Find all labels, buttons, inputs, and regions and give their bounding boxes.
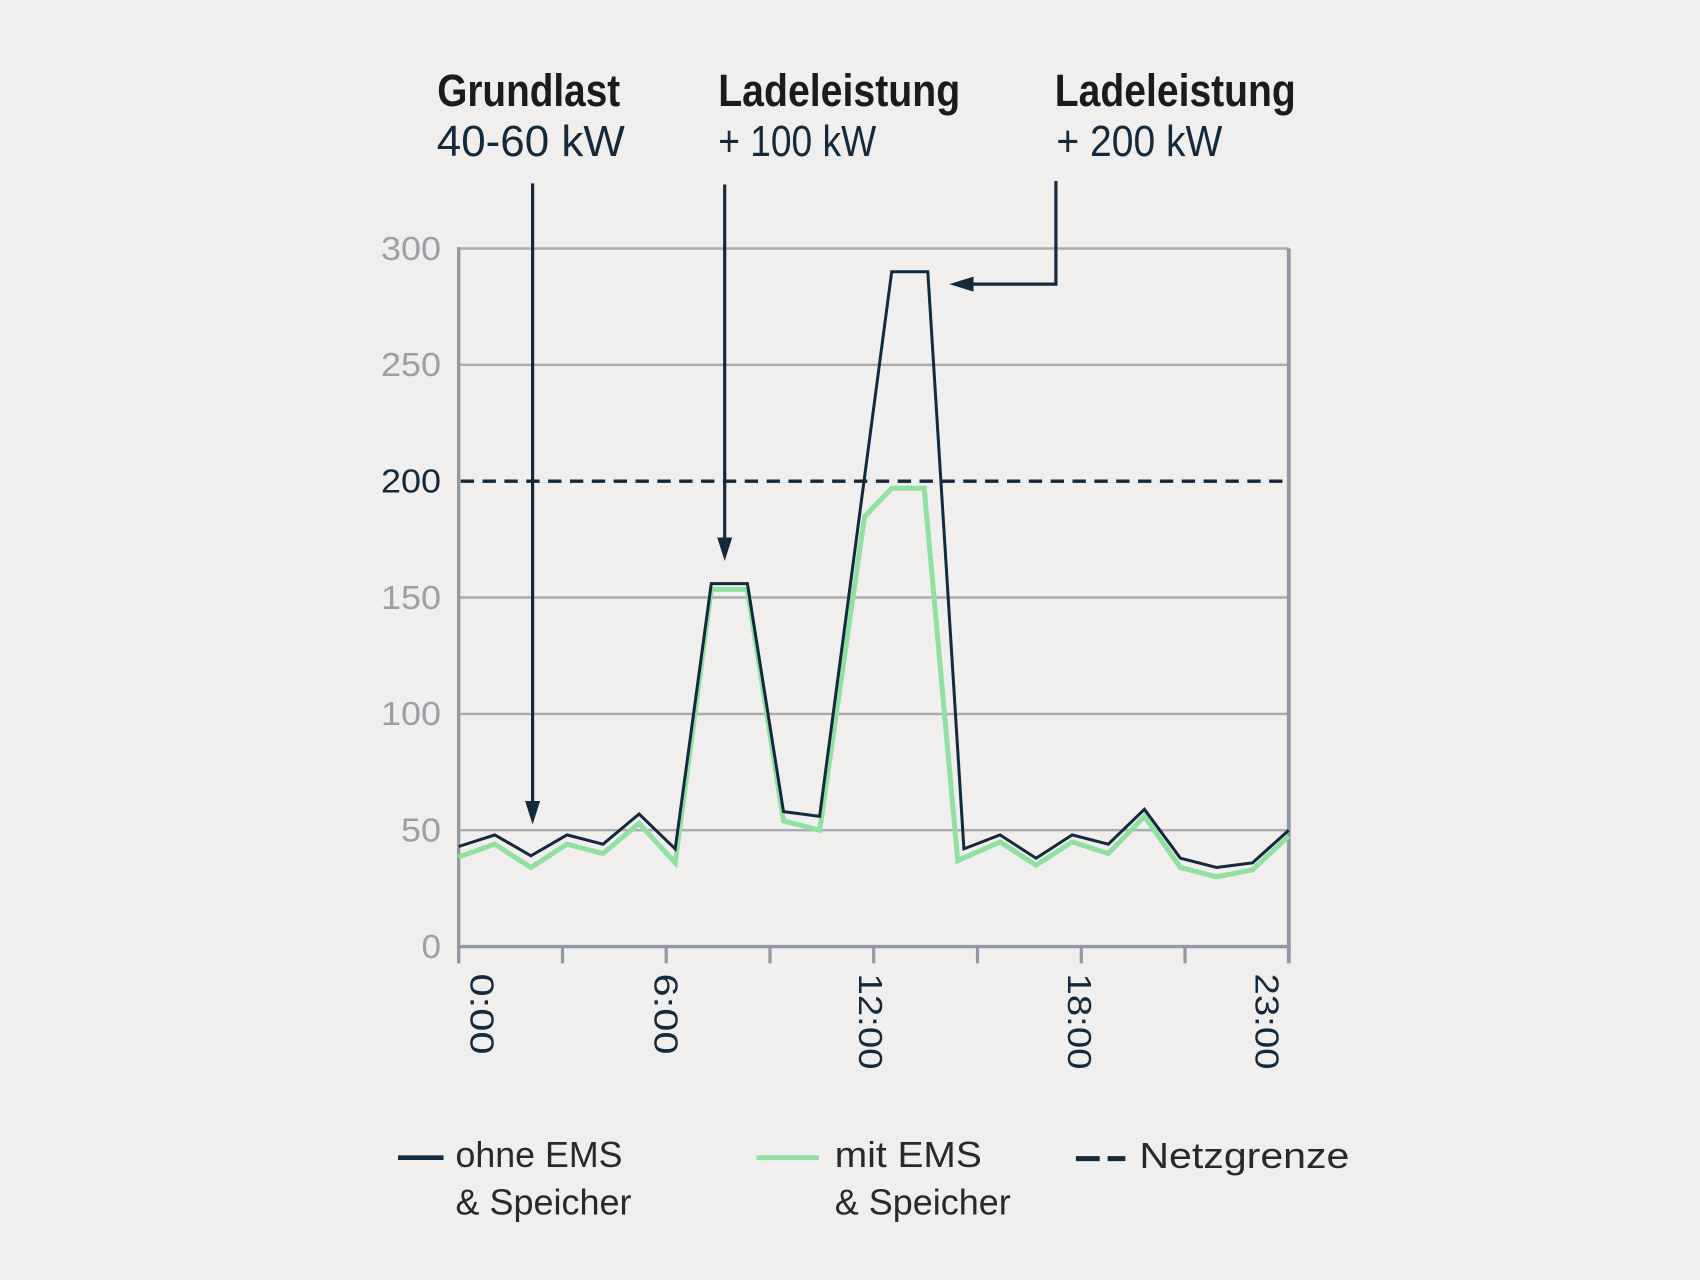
svg-text:Ladeleistung: Ladeleistung [1055, 65, 1296, 116]
svg-text:Netzgrenze: Netzgrenze [1139, 1135, 1349, 1176]
svg-text:23:00: 23:00 [1249, 974, 1286, 1070]
svg-text:ohne EMS: ohne EMS [456, 1134, 623, 1175]
svg-text:0: 0 [422, 928, 442, 965]
svg-text:12:00: 12:00 [852, 974, 889, 1070]
svg-text:100: 100 [381, 695, 441, 732]
svg-text:mit EMS: mit EMS [835, 1134, 982, 1175]
svg-text:40-60 kW: 40-60 kW [437, 117, 625, 166]
svg-text:150: 150 [381, 579, 441, 616]
svg-text:6:00: 6:00 [648, 974, 685, 1055]
svg-text:0:00: 0:00 [464, 974, 501, 1055]
svg-text:Grundlast: Grundlast [437, 65, 620, 116]
svg-text:Ladeleistung: Ladeleistung [718, 65, 960, 116]
svg-text:300: 300 [381, 230, 441, 267]
svg-text:+ 200 kW: + 200 kW [1056, 117, 1222, 166]
svg-text:18:00: 18:00 [1061, 974, 1098, 1070]
svg-text:& Speicher: & Speicher [835, 1182, 1011, 1223]
svg-text:& Speicher: & Speicher [456, 1182, 632, 1223]
svg-text:250: 250 [381, 346, 441, 383]
svg-text:50: 50 [401, 812, 441, 849]
svg-text:200: 200 [381, 462, 441, 499]
svg-text:+ 100 kW: + 100 kW [718, 117, 876, 166]
